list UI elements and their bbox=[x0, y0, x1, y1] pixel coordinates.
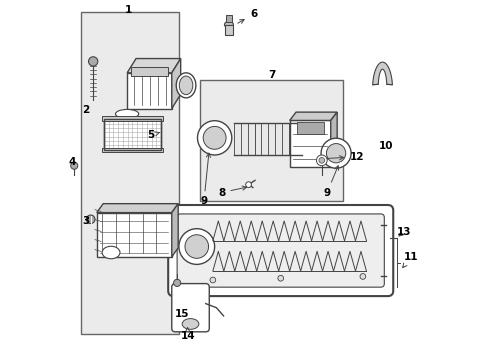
Circle shape bbox=[360, 274, 366, 279]
Bar bbox=[234, 123, 302, 155]
Text: 9: 9 bbox=[200, 153, 211, 206]
Bar bbox=[226, 15, 232, 22]
Polygon shape bbox=[97, 204, 178, 213]
Ellipse shape bbox=[179, 76, 193, 95]
Text: 2: 2 bbox=[82, 105, 90, 115]
Polygon shape bbox=[172, 204, 178, 257]
Ellipse shape bbox=[116, 109, 139, 118]
Polygon shape bbox=[127, 73, 172, 109]
Polygon shape bbox=[127, 59, 181, 73]
Bar bbox=[241, 123, 248, 155]
Bar bbox=[295, 123, 303, 155]
Ellipse shape bbox=[224, 21, 233, 28]
Polygon shape bbox=[373, 62, 392, 85]
Circle shape bbox=[89, 57, 98, 66]
Polygon shape bbox=[97, 213, 172, 257]
Bar bbox=[200, 80, 343, 202]
Circle shape bbox=[179, 229, 215, 264]
Bar bbox=[262, 123, 269, 155]
Text: 13: 13 bbox=[397, 227, 411, 237]
Ellipse shape bbox=[176, 73, 196, 98]
Text: 11: 11 bbox=[403, 252, 418, 267]
Text: 1: 1 bbox=[125, 5, 132, 15]
Circle shape bbox=[317, 155, 327, 166]
Text: 9: 9 bbox=[323, 166, 339, 198]
Bar bbox=[268, 123, 276, 155]
Circle shape bbox=[319, 157, 325, 163]
Bar bbox=[81, 12, 179, 334]
FancyBboxPatch shape bbox=[172, 284, 209, 332]
Circle shape bbox=[326, 144, 346, 163]
Polygon shape bbox=[290, 121, 331, 167]
Bar bbox=[289, 123, 296, 155]
Text: 3: 3 bbox=[82, 216, 90, 226]
Bar bbox=[297, 122, 323, 134]
Circle shape bbox=[321, 138, 351, 168]
Circle shape bbox=[203, 126, 226, 149]
Bar bbox=[282, 123, 289, 155]
Circle shape bbox=[71, 162, 78, 169]
Ellipse shape bbox=[182, 319, 199, 329]
Circle shape bbox=[185, 235, 209, 258]
Text: 7: 7 bbox=[268, 69, 275, 80]
Text: 10: 10 bbox=[379, 141, 393, 151]
Bar bbox=[248, 123, 255, 155]
Polygon shape bbox=[290, 112, 337, 121]
Circle shape bbox=[86, 215, 95, 224]
Circle shape bbox=[245, 182, 251, 188]
Bar bbox=[255, 123, 262, 155]
Text: 15: 15 bbox=[175, 309, 190, 319]
Bar bbox=[104, 119, 161, 150]
Bar bbox=[234, 123, 242, 155]
Circle shape bbox=[173, 279, 181, 287]
Text: 4: 4 bbox=[69, 157, 76, 167]
Bar bbox=[102, 148, 163, 153]
Polygon shape bbox=[331, 112, 337, 167]
Text: 5: 5 bbox=[147, 130, 160, 140]
Bar bbox=[131, 67, 168, 76]
Bar bbox=[275, 123, 283, 155]
Text: 14: 14 bbox=[180, 328, 195, 342]
Polygon shape bbox=[172, 59, 181, 109]
Bar bbox=[102, 116, 163, 121]
Bar bbox=[224, 24, 233, 35]
FancyBboxPatch shape bbox=[168, 205, 393, 296]
FancyBboxPatch shape bbox=[177, 214, 384, 287]
Text: 6: 6 bbox=[238, 9, 258, 23]
Circle shape bbox=[210, 277, 216, 283]
Text: 8: 8 bbox=[218, 186, 246, 198]
Circle shape bbox=[197, 121, 232, 155]
Ellipse shape bbox=[102, 246, 120, 259]
Circle shape bbox=[278, 275, 284, 281]
Text: 12: 12 bbox=[327, 152, 365, 162]
Bar bbox=[104, 119, 161, 150]
